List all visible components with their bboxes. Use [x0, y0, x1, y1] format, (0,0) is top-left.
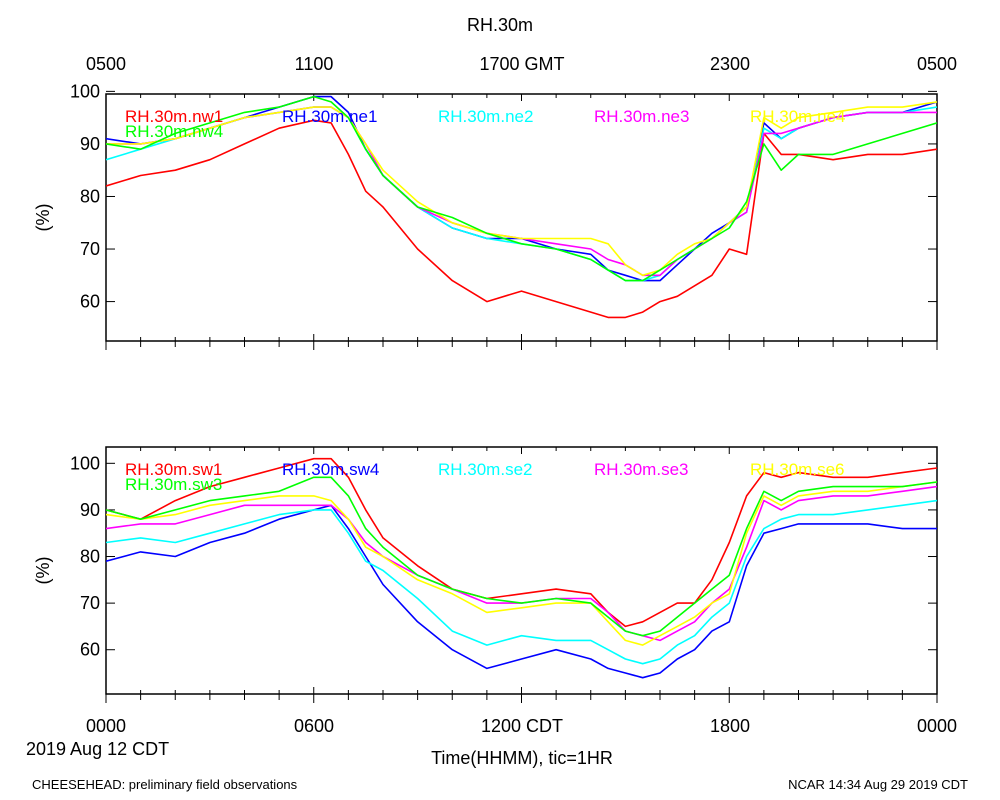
y-tick-label: 80 — [80, 186, 100, 206]
top-axis-label: 1100 — [295, 54, 334, 74]
date-label: 2019 Aug 12 CDT — [26, 739, 169, 759]
legend-entry: RH.30m.se2 — [438, 460, 532, 479]
legend-entry: RH.30m.ne3 — [594, 107, 689, 126]
y-axis-title: (%) — [33, 204, 53, 232]
plot-frame — [105, 93, 938, 342]
series-line-RH-30m-sw1 — [106, 457, 937, 628]
legend-entry: RH.30m.se3 — [594, 460, 688, 479]
chart-title: RH.30m — [467, 15, 533, 35]
legend-entry: RH.30m.ne4 — [750, 107, 845, 126]
y-tick-label: 60 — [80, 640, 100, 660]
bottom-axis-label: 1200 CDT — [481, 716, 563, 736]
legend-entry: RH.30m.nw4 — [125, 122, 223, 141]
series-line-RH-30m-se2 — [106, 499, 937, 665]
bottom-axis-label: 0000 — [917, 716, 957, 736]
series-line-RH-30m-ne4 — [106, 101, 937, 277]
bottom-axis-label: 0000 — [86, 716, 126, 736]
top-axis-label: 2300 — [710, 54, 750, 74]
footer-left: CHEESEHEAD: preliminary field observatio… — [32, 777, 298, 792]
top-axis-label: 0500 — [86, 54, 126, 74]
series-line-RH-30m-nw4 — [106, 95, 937, 282]
plot-frame — [105, 446, 938, 695]
legend-entry: RH.30m.se6 — [750, 460, 844, 479]
series-line-RH-30m-sw4 — [106, 504, 937, 679]
y-tick-label: 70 — [80, 593, 100, 613]
y-axis-title: (%) — [33, 557, 53, 585]
bottom-axis-label: 0600 — [294, 716, 334, 736]
top-axis-label: 1700 GMT — [479, 54, 564, 74]
y-tick-label: 100 — [70, 453, 100, 473]
series-line-RH-30m-se3 — [106, 485, 937, 642]
y-tick-label: 100 — [70, 81, 100, 101]
y-tick-label: 80 — [80, 547, 100, 567]
y-tick-label: 90 — [80, 500, 100, 520]
footer-right: NCAR 14:34 Aug 29 2019 CDT — [788, 777, 968, 792]
legend-entry: RH.30m.sw4 — [282, 460, 379, 479]
legend-entry: RH.30m.sw3 — [125, 475, 222, 494]
series-line-RH-30m-ne3 — [106, 106, 937, 277]
top-axis-label: 0500 — [917, 54, 957, 74]
series-line-RH-30m-ne2 — [106, 106, 937, 282]
y-tick-label: 70 — [80, 239, 100, 259]
series-line-RH-30m-sw3 — [106, 476, 937, 637]
series-line-RH-30m-nw1 — [106, 119, 937, 319]
x-axis-title: Time(HHMM), tic=1HR — [431, 748, 613, 768]
series-line-RH-30m-se6 — [106, 481, 937, 646]
legend-entry: RH.30m.nw1 — [125, 107, 223, 126]
y-tick-label: 60 — [80, 292, 100, 312]
legend-entry: RH.30m.sw1 — [125, 460, 222, 479]
y-tick-label: 90 — [80, 134, 100, 154]
legend-entry: RH.30m.ne1 — [282, 107, 377, 126]
legend-entry: RH.30m.ne2 — [438, 107, 533, 126]
upper-panel: 60 70 80 90 100 (%) RH.30m.nw1 RH.30m.ne1 RH.30m… — [33, 81, 938, 350]
bottom-axis-label: 1800 — [710, 716, 750, 736]
lower-panel: 60 70 80 90 100 (%) RH.30m.sw1 RH.30m.sw4 RH.30m… — [33, 446, 938, 703]
